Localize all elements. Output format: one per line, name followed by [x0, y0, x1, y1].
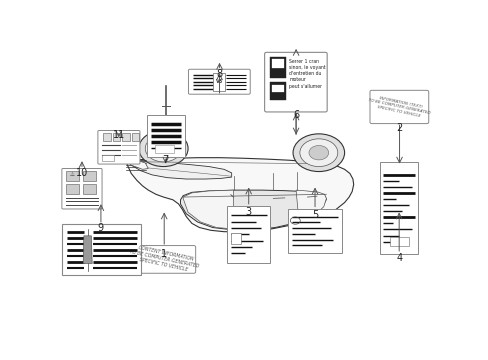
- Polygon shape: [125, 158, 353, 232]
- Text: CONTENT INFORMATION
TO BE COMPUTER GENERATED
SPECIFIC TO VEHICLE: CONTENT INFORMATION TO BE COMPUTER GENER…: [128, 244, 201, 275]
- Polygon shape: [180, 190, 326, 230]
- Polygon shape: [296, 190, 326, 223]
- FancyBboxPatch shape: [271, 59, 284, 68]
- Text: 1: 1: [161, 249, 167, 259]
- FancyBboxPatch shape: [102, 155, 114, 161]
- FancyBboxPatch shape: [98, 131, 140, 164]
- Circle shape: [299, 139, 337, 167]
- Circle shape: [139, 131, 188, 167]
- Text: 4: 4: [395, 253, 402, 263]
- FancyBboxPatch shape: [112, 133, 120, 141]
- Circle shape: [145, 135, 181, 162]
- FancyBboxPatch shape: [369, 90, 428, 123]
- FancyBboxPatch shape: [287, 209, 342, 253]
- FancyBboxPatch shape: [65, 184, 79, 194]
- FancyBboxPatch shape: [379, 162, 418, 255]
- FancyBboxPatch shape: [269, 82, 285, 100]
- Text: V8: V8: [215, 79, 222, 84]
- FancyBboxPatch shape: [230, 233, 240, 244]
- Text: Serrer 1 cran
sinon, le voyant
d'entretien du
moteur
peut s'allumer: Serrer 1 cran sinon, le voyant d'entreti…: [289, 59, 325, 89]
- FancyBboxPatch shape: [65, 171, 79, 181]
- FancyBboxPatch shape: [226, 206, 270, 263]
- Text: ⚠: ⚠: [70, 172, 75, 177]
- Polygon shape: [127, 159, 148, 169]
- Text: 3: 3: [245, 207, 251, 217]
- Text: 5: 5: [311, 210, 318, 220]
- FancyBboxPatch shape: [131, 133, 139, 141]
- Polygon shape: [83, 236, 92, 264]
- FancyBboxPatch shape: [269, 57, 285, 78]
- Text: 8: 8: [216, 69, 222, 79]
- Text: 11: 11: [112, 130, 124, 140]
- FancyBboxPatch shape: [188, 69, 250, 94]
- Circle shape: [154, 141, 173, 156]
- Text: INFORMATION (TEXT)
TO BE COMPUTER GENERATED
SPECIFIC TO VEHICLE: INFORMATION (TEXT) TO BE COMPUTER GENERA…: [366, 94, 431, 120]
- FancyBboxPatch shape: [146, 115, 184, 157]
- FancyBboxPatch shape: [83, 171, 96, 181]
- FancyBboxPatch shape: [389, 237, 408, 246]
- FancyBboxPatch shape: [62, 168, 102, 209]
- FancyBboxPatch shape: [264, 52, 326, 112]
- FancyBboxPatch shape: [133, 246, 195, 273]
- FancyBboxPatch shape: [103, 133, 111, 141]
- FancyBboxPatch shape: [213, 73, 225, 91]
- FancyBboxPatch shape: [271, 85, 284, 92]
- FancyBboxPatch shape: [122, 133, 129, 141]
- Circle shape: [308, 145, 328, 160]
- Text: 7: 7: [163, 155, 168, 165]
- FancyBboxPatch shape: [62, 224, 141, 275]
- Text: 9: 9: [98, 223, 104, 233]
- Polygon shape: [125, 158, 231, 179]
- Text: 10: 10: [76, 168, 88, 179]
- Circle shape: [292, 134, 344, 172]
- Text: 2: 2: [396, 123, 402, 133]
- Text: 6: 6: [292, 110, 299, 120]
- Polygon shape: [183, 190, 233, 229]
- FancyBboxPatch shape: [83, 184, 96, 194]
- FancyBboxPatch shape: [154, 145, 174, 153]
